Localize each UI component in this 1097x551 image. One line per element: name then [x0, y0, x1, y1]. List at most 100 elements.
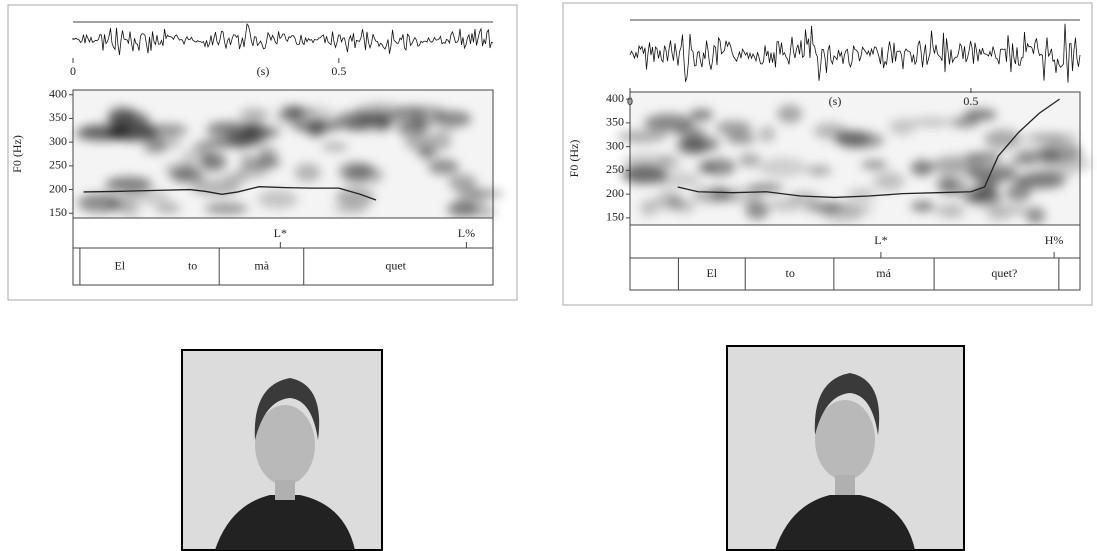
formant [307, 122, 325, 138]
formant [658, 154, 681, 170]
formant [745, 200, 769, 220]
x-tick-label: 0 [70, 64, 76, 78]
formant [910, 160, 934, 176]
y-axis-label: F0 (Hz) [10, 135, 24, 173]
formant [951, 116, 979, 129]
formant [986, 205, 1030, 216]
f0-contour [83, 186, 377, 201]
formant [107, 106, 137, 125]
formant [931, 155, 982, 175]
photo [726, 345, 965, 551]
formant [984, 129, 1022, 150]
tone-label: H% [1045, 233, 1064, 247]
tone-label: L* [874, 233, 887, 247]
formant [390, 105, 426, 125]
y-tick-label: 400 [606, 91, 624, 105]
formant [294, 163, 321, 182]
y-tick-label: 250 [606, 162, 624, 176]
formant [962, 189, 983, 203]
tone-label: L* [274, 226, 287, 240]
y-tick-label: 250 [49, 158, 67, 172]
y-tick-label: 350 [606, 115, 624, 129]
y-tick-label: 350 [49, 110, 67, 124]
formant [252, 125, 284, 136]
formant [1026, 170, 1073, 179]
formant [1039, 142, 1082, 162]
formant [622, 153, 672, 170]
word-label: to [786, 266, 795, 280]
photo [181, 349, 383, 551]
formant [767, 199, 805, 211]
formant [967, 164, 1018, 183]
y-tick-label: 150 [606, 210, 624, 224]
formant [257, 189, 298, 209]
word-label: má [876, 266, 891, 280]
formant [1005, 183, 1032, 202]
formant [909, 117, 953, 128]
formant [193, 140, 212, 152]
formant [204, 138, 255, 148]
formant [428, 158, 459, 175]
spectrogram-blobs [616, 104, 1091, 224]
formant [447, 200, 477, 218]
formant [404, 133, 452, 153]
word-label: mà [254, 258, 269, 272]
x-tick-label: 0.5 [331, 64, 346, 78]
formant [432, 110, 472, 128]
formant [455, 189, 505, 199]
word-label: to [188, 258, 197, 272]
formant [105, 176, 153, 192]
y-tick-label: 400 [49, 86, 67, 100]
formant [240, 158, 282, 170]
x-tick-label: 0.5 [963, 94, 978, 108]
formant [738, 153, 761, 167]
y-tick-label: 200 [49, 181, 67, 195]
y-tick-label: 300 [606, 138, 624, 152]
formant [806, 165, 832, 176]
formant [715, 120, 753, 136]
x-tick-label: 0 [627, 94, 633, 108]
formant [332, 205, 369, 215]
formant [105, 198, 137, 211]
formant [847, 188, 876, 201]
formant [1021, 134, 1065, 144]
formant [149, 134, 183, 150]
formant [238, 151, 255, 161]
formant [335, 187, 375, 208]
formant [936, 175, 955, 195]
formant [813, 122, 847, 140]
formant [726, 133, 756, 145]
formant [345, 116, 394, 132]
formant [120, 189, 171, 205]
word-label: El [114, 258, 125, 272]
formant [208, 121, 234, 132]
formant [321, 142, 348, 152]
formant [788, 191, 821, 203]
formant [1007, 157, 1038, 167]
formant [141, 123, 188, 136]
formant [861, 160, 888, 169]
formant [274, 111, 302, 122]
formant [758, 157, 807, 178]
formant [239, 108, 269, 122]
formant [873, 171, 905, 191]
formant [622, 165, 668, 185]
y-tick-label: 300 [49, 134, 67, 148]
formant [777, 104, 803, 124]
formant [936, 203, 965, 219]
formant [722, 187, 762, 204]
formant [758, 126, 776, 143]
formant [469, 205, 497, 219]
formant [164, 161, 197, 180]
formant [155, 203, 181, 213]
y-tick-label: 200 [606, 186, 624, 200]
formant [680, 135, 720, 153]
formant [644, 113, 694, 133]
y-axis-label: F0 (Hz) [567, 140, 581, 178]
x-axis-label: (s) [257, 64, 270, 78]
formant [697, 161, 715, 174]
word-tier [72, 247, 494, 286]
tone-tier [72, 217, 494, 249]
x-axis-label: (s) [829, 94, 842, 108]
formant [704, 158, 736, 176]
